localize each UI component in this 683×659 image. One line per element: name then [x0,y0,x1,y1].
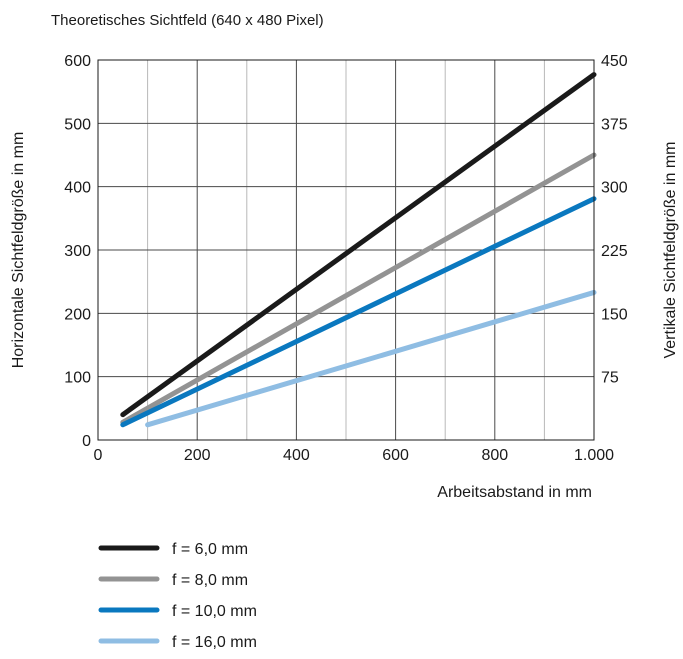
chart-title: Theoretisches Sichtfeld (640 x 480 Pixel… [51,12,324,29]
series-line-4 [145,289,597,428]
y-tick-label: 0 [82,433,91,450]
y-tick-label: 100 [64,370,91,387]
x-axis-label: Arbeitsabstand in mm [437,484,592,501]
x-tick-label: 1.000 [574,447,614,464]
y2-tick-label: 225 [601,243,628,260]
y2-tick-label: 375 [601,116,628,133]
series-line-3 [120,196,597,428]
legend-label-1: f = 6,0 mm [172,541,248,558]
legend-label-4: f = 16,0 mm [172,634,257,651]
legend-label-2: f = 8,0 mm [172,572,248,589]
y2-tick-label: 150 [601,306,628,323]
y2-tick-labels: 75 150 225 300 375 450 [601,53,628,387]
y2-tick-label: 450 [601,53,628,70]
y2-axis-label: Vertikale Sichtfeldgröße in mm [662,142,679,359]
y2-tick-label: 75 [601,370,619,387]
y-tick-labels: 0 100 200 300 400 500 600 [64,53,91,450]
y-tick-label: 500 [64,116,91,133]
legend: f = 6,0 mm f = 8,0 mm f = 10,0 mm f = 16,0 … [98,541,257,651]
plot-frame [97,59,595,441]
x-tick-labels: 0 200 400 600 800 1.000 [94,447,615,464]
x-tick-label: 400 [283,447,310,464]
x-tick-label: 200 [184,447,211,464]
y-tick-label: 200 [64,306,91,323]
y-tick-label: 600 [64,53,91,70]
y-tick-label: 300 [64,243,91,260]
series-line-1 [120,72,597,418]
gridlines [98,60,594,440]
y2-tick-label: 300 [601,180,628,197]
x-tick-label: 0 [94,447,103,464]
x-tick-label: 800 [481,447,508,464]
series-line-2 [120,152,597,425]
y-tick-label: 400 [64,180,91,197]
y-axis-label: Horizontale Sichtfeldgröße in mm [10,132,27,369]
x-tick-label: 600 [382,447,409,464]
series-lines [120,72,597,428]
legend-label-3: f = 10,0 mm [172,603,257,620]
